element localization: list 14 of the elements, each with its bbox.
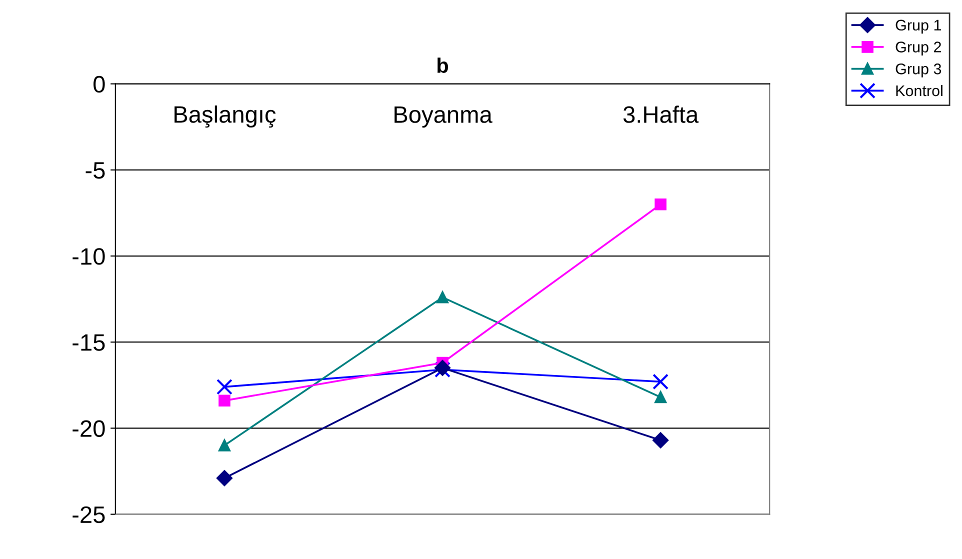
y-tick-label: -20 <box>72 420 105 437</box>
x-tick-label: 3.Hafta <box>623 106 699 123</box>
legend-label: Grup 2 <box>896 42 941 56</box>
legend-label: Grup 1 <box>896 20 941 34</box>
legend-label: Kontrol <box>896 84 942 96</box>
x-tick-label: Boyanma <box>394 106 492 128</box>
x-tick-label: Başlangıç <box>174 105 276 128</box>
y-tick-label: -5 <box>86 162 105 179</box>
y-tick-label: -25 <box>72 506 105 524</box>
chart-title: b <box>438 58 448 73</box>
y-tick-label: 0 <box>94 76 105 93</box>
y-tick-label: -10 <box>72 248 105 265</box>
y-tick-label: -15 <box>72 334 105 351</box>
legend-label: Grup 3 <box>896 64 942 78</box>
